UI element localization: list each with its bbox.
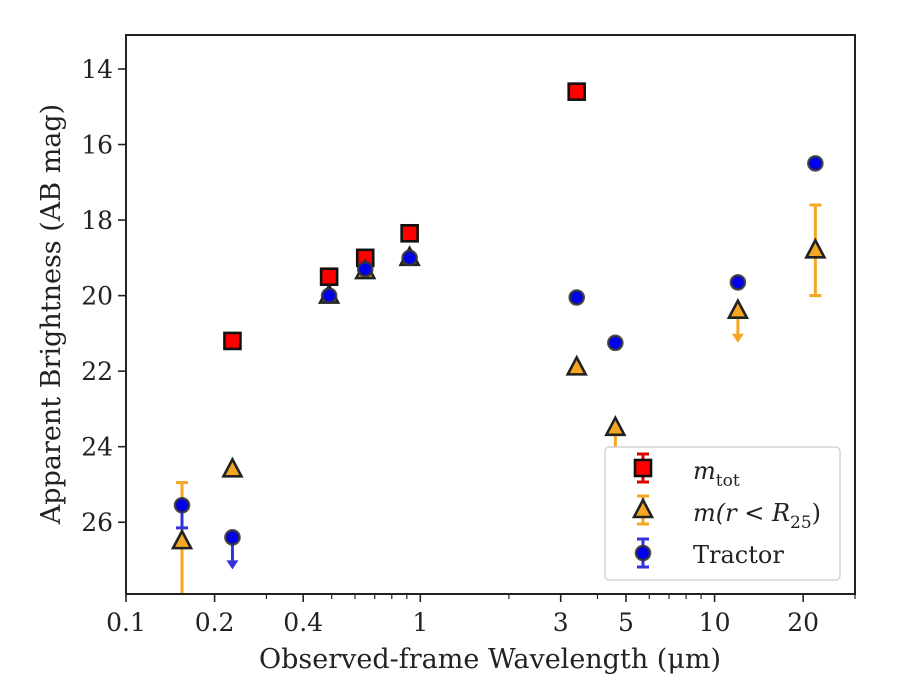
data-point-circle [807,155,824,172]
legend-entry-mtot-main: m [693,457,716,485]
data-point-triangle [804,237,827,259]
data-point-circle [607,334,624,352]
data-point-triangle [170,528,194,550]
x-tick-label: 0.2 [195,608,235,637]
data-point-circle [356,260,374,278]
data-point-circle [224,529,241,546]
data-point-circle [729,274,747,291]
plot-frame [125,34,856,595]
x-tick-label: 3 [553,608,569,637]
legend-marker-square [633,458,653,478]
y-tick-label: 26 [81,508,113,537]
y-axis-label: Apparent Brightness (AB mag) [36,104,67,525]
legend-entry-mr25-sub: 25 [790,513,812,533]
legend: mtot m(r < R25) Tractor [604,446,841,581]
x-tick-label: 0.4 [283,608,323,637]
x-tick-label: 20 [787,608,819,637]
legend-box [604,446,841,581]
data-point-square [567,82,587,101]
data-point-triangle [565,354,588,376]
legend-entry-mtot-sub: tot [716,471,740,491]
upper-limit-arrow [731,333,744,343]
y-tick-label: 14 [81,55,113,84]
data-point-square [400,223,419,243]
x-tick-label: 1 [412,608,428,637]
legend-marker-triangle [631,497,655,519]
data-point-circle [173,496,191,514]
upper-limit-arrow [226,560,239,570]
legend-entry-mr25-suffix: ) [812,499,821,527]
data-point-triangle [221,456,244,478]
legend-marker-circle [634,544,652,562]
y-tick-label: 16 [81,131,113,160]
y-tick-label: 24 [81,433,113,462]
x-tick-label: 10 [699,608,731,637]
legend-entry-tractor: Tractor [693,541,784,569]
legend-entry-mr25: m(r < R25) [693,499,821,533]
data-point-circle [401,249,418,267]
x-axis-ticks: 0.1 0.2 0.4 1 3 5 10 20 [106,594,856,637]
legend-markers [631,452,655,569]
data-point-triangle [726,297,750,320]
y-axis-ticks: 14 16 18 20 22 24 26 [81,55,126,537]
x-tick-label: 5 [618,608,634,637]
data-points [170,82,827,594]
data-point-square [223,331,242,351]
data-point-circle [568,289,586,306]
data-point-circle [320,287,338,304]
y-tick-label: 20 [81,282,113,311]
data-point-square [319,267,339,287]
legend-entry-mtot: mtot [693,457,740,491]
y-tick-label: 18 [81,206,113,235]
data-point-triangle [604,415,627,437]
legend-entry-mr25-main: m(r < R [693,499,790,527]
y-tick-label: 22 [81,357,113,386]
x-tick-label: 0.1 [106,608,146,637]
x-axis-label: Observed-frame Wavelength (μm) [259,644,721,675]
